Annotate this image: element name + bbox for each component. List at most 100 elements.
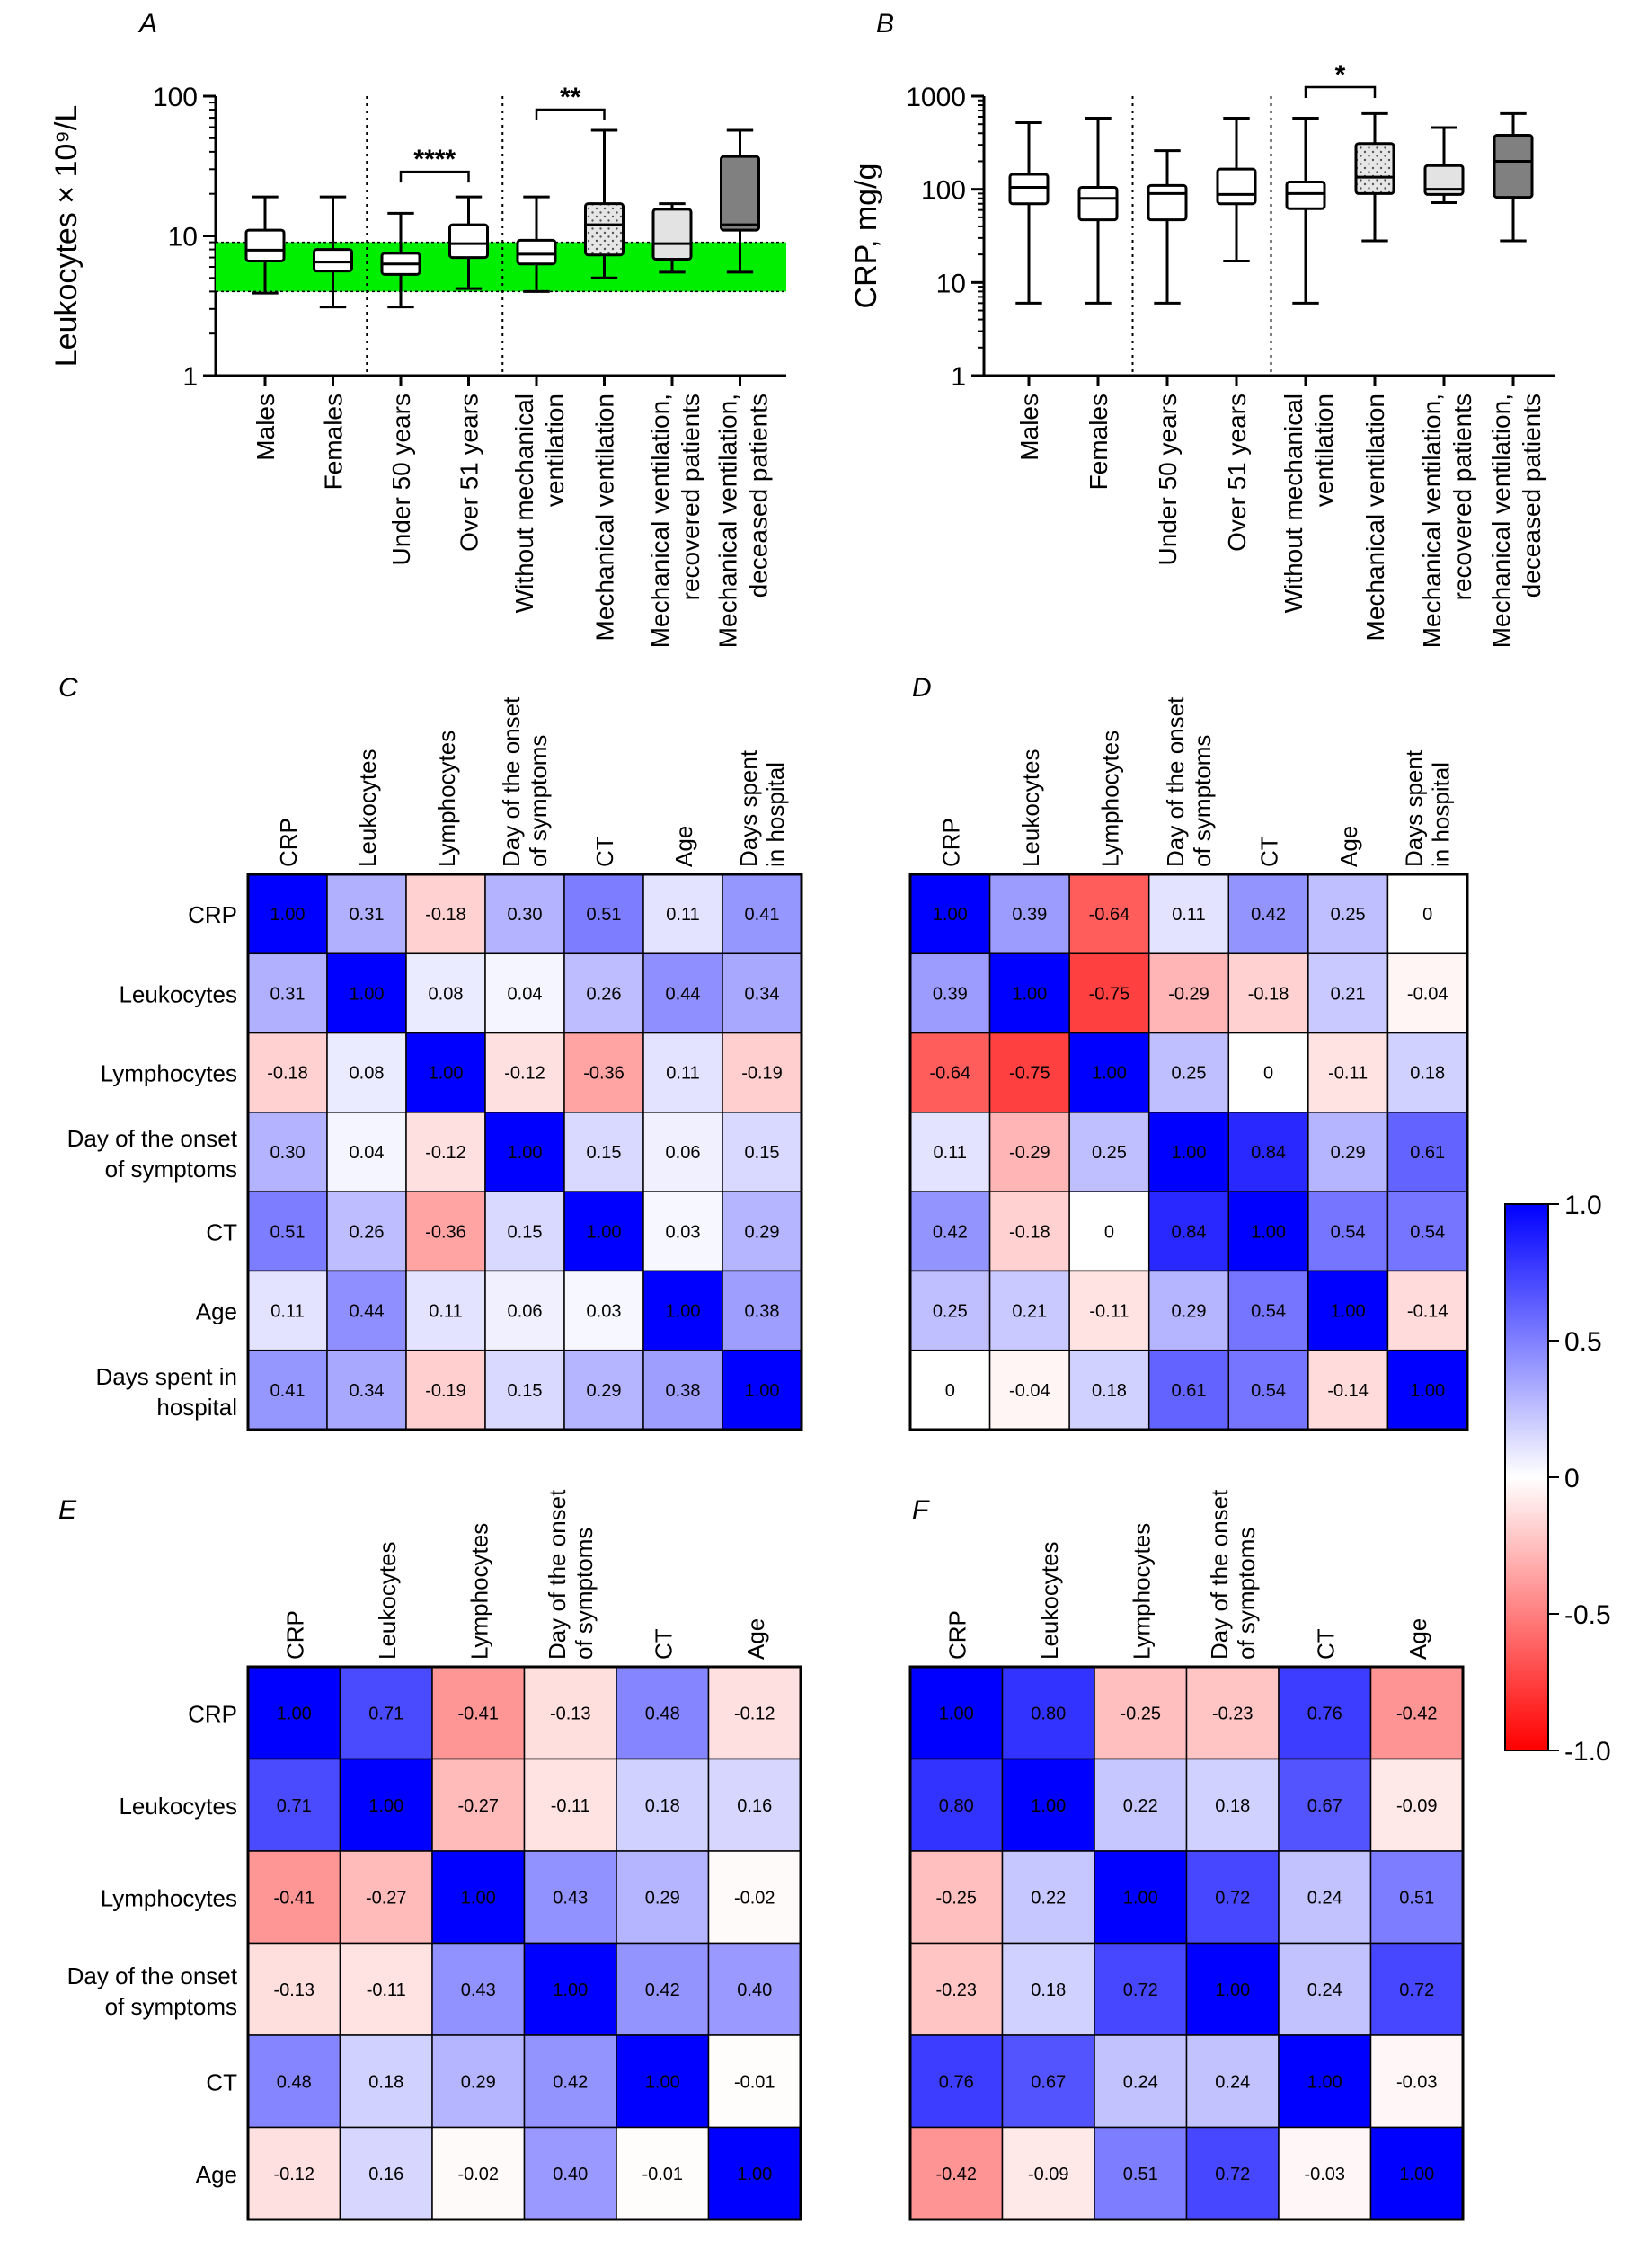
column-label-line: Age — [1335, 826, 1362, 867]
row-label: Leukocytes — [119, 980, 237, 1007]
cell-value: -0.75 — [1009, 1064, 1050, 1084]
column-label-line: CT — [591, 836, 618, 867]
colorbar-tick-label: 0.5 — [1564, 1327, 1602, 1357]
column-label: CT — [591, 836, 618, 867]
cell-value: 0.39 — [1012, 905, 1047, 925]
heatmap-cell — [1227, 1191, 1309, 1272]
column-label-line: Leukocytes — [374, 1541, 401, 1660]
column-label-line: Age — [742, 1618, 769, 1660]
heatmap-cell — [1094, 1758, 1188, 1852]
y-tick-label: 10 — [168, 223, 198, 252]
column-label-line: Leukocytes — [1036, 1541, 1063, 1660]
panel-label: E — [58, 1495, 77, 1525]
y-tick-label: 100 — [921, 176, 966, 206]
column-label: CT — [650, 1628, 677, 1660]
heatmap-cell — [642, 1270, 723, 1351]
x-category-label-line: Mechanical ventilation — [1361, 394, 1389, 642]
colorbar-tick-label: -1.0 — [1564, 1737, 1611, 1767]
column-label: Age — [670, 826, 697, 867]
cell-value: 1.00 — [1172, 1143, 1207, 1163]
cell-value: 1.00 — [1410, 1381, 1445, 1401]
y-tick-label: 10 — [936, 269, 966, 298]
cell-value: 0.61 — [1172, 1381, 1207, 1401]
cell-value: -0.12 — [425, 1143, 466, 1163]
cell-value: 1.00 — [1031, 1796, 1066, 1816]
x-category-label-line: Without mechanical — [510, 394, 538, 613]
panel-label: F — [912, 1495, 930, 1525]
cell-value: 0.24 — [1307, 1980, 1342, 2000]
significance-bracket — [399, 170, 470, 183]
cell-value: 0.29 — [1331, 1143, 1366, 1163]
cell-value: -0.18 — [1009, 1222, 1050, 1242]
significance-label: ** — [560, 83, 581, 112]
heatmap-cell — [563, 1349, 644, 1431]
cell-value: 0.25 — [1172, 1064, 1207, 1084]
cell-value: -0.64 — [929, 1064, 970, 1084]
heatmap-cell — [1307, 1112, 1389, 1192]
heatmap-cell — [1185, 1850, 1280, 1945]
cell-value: 0.44 — [666, 984, 701, 1004]
cell-value: 0.26 — [587, 984, 622, 1004]
heatmap-cell — [405, 952, 486, 1034]
cell-value: 0.24 — [1307, 1888, 1342, 1908]
heatmap-cell — [616, 1850, 710, 1945]
column-label: CRP — [281, 1610, 308, 1660]
heatmap-cell — [523, 1666, 617, 1760]
box-iqr — [584, 202, 625, 257]
heatmap-cell — [339, 1850, 433, 1945]
heatmap-cell — [988, 1112, 1070, 1192]
cell-value: 0.51 — [587, 905, 622, 925]
heatmap-cell — [1001, 2034, 1095, 2129]
heatmap-cell — [1068, 1270, 1150, 1351]
box-iqr — [1008, 173, 1050, 206]
x-category-label: Under 50 years — [1154, 394, 1182, 565]
cell-value: 0.54 — [1251, 1302, 1286, 1322]
cell-value: 1.00 — [745, 1381, 780, 1401]
heatmap-cell — [431, 1666, 526, 1760]
heatmap-cell — [405, 1270, 486, 1351]
heatmap-cell — [247, 1349, 328, 1431]
heatmap-cell — [1386, 952, 1468, 1034]
cell-value: 0.67 — [1031, 2072, 1066, 2092]
heatmap-cell — [616, 1758, 710, 1852]
cell-value: 0.26 — [350, 1222, 385, 1242]
heatmap-cell — [1307, 1270, 1389, 1351]
cell-value: -0.18 — [267, 1064, 308, 1084]
box-males — [1008, 120, 1050, 305]
cell-value: 0.29 — [645, 1888, 680, 1908]
cell-value: 0.41 — [270, 1381, 306, 1401]
boxplot-panel-a: A 1 10 100 Leukocytes × 10⁹/L Males Females Und… — [49, 9, 786, 648]
cell-value: 0.18 — [1092, 1381, 1127, 1401]
column-label: CT — [1312, 1628, 1339, 1660]
box-iqr — [720, 155, 760, 232]
heatmap-cell — [722, 1112, 802, 1192]
heatmap-cell — [339, 2126, 433, 2220]
cell-value: 1.00 — [368, 1796, 403, 1816]
cell-value: -0.11 — [1328, 1064, 1368, 1084]
box-iqr — [1354, 142, 1395, 195]
cell-value: 0.11 — [429, 1302, 462, 1322]
cell-value: 0.42 — [1251, 905, 1286, 925]
cell-value: -0.29 — [1168, 984, 1209, 1004]
box-mechanical-ventilation-recovered-patients — [651, 202, 693, 274]
column-label-line: CRP — [281, 1610, 308, 1660]
column-label-line: CT — [1312, 1628, 1339, 1660]
heatmap-cell — [431, 2034, 526, 2129]
box-mechanical-ventilation-deceased-patients — [720, 128, 760, 274]
cell-value: -0.12 — [504, 1064, 545, 1084]
cell-value: 0 — [1422, 905, 1432, 925]
column-label: CRP — [937, 818, 964, 867]
cell-value: 0.06 — [508, 1302, 543, 1322]
colorbar-gradient — [1504, 1203, 1549, 1751]
cell-value: -0.12 — [734, 1704, 775, 1723]
x-category-label: Mechanical ventilation, deceased patients — [1487, 394, 1546, 648]
box-under-50-years — [380, 211, 421, 309]
heatmap-cell — [988, 1191, 1070, 1272]
column-label: Lymphocytes — [433, 731, 460, 867]
heatmap-cell — [1307, 952, 1389, 1034]
heatmap-cell — [431, 1758, 526, 1852]
column-label: Lymphocytes — [465, 1523, 492, 1660]
heatmap-cell — [1147, 952, 1230, 1034]
cell-value: 1.00 — [587, 1222, 622, 1242]
column-label: Lymphocytes — [1128, 1523, 1155, 1660]
